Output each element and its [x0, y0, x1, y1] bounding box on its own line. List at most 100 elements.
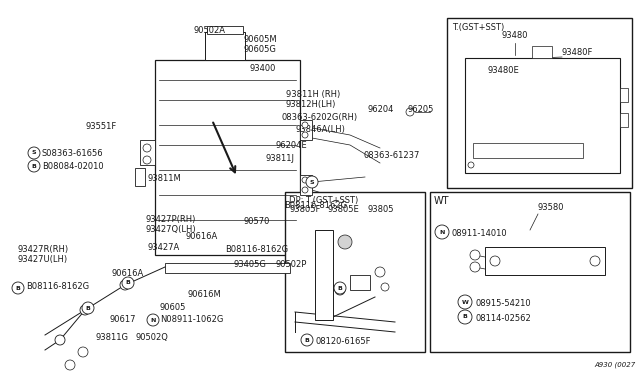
Bar [532, 46, 552, 58]
Text: S: S [32, 151, 36, 155]
Text: 93405G: 93405G [234, 260, 267, 269]
Circle shape [80, 305, 90, 315]
Circle shape [338, 235, 352, 249]
Text: 96204: 96204 [368, 105, 394, 114]
Text: 93811G: 93811G [96, 333, 129, 342]
Circle shape [122, 277, 134, 289]
Circle shape [490, 256, 500, 266]
Circle shape [28, 160, 40, 172]
Text: B08084-02010: B08084-02010 [42, 162, 104, 171]
Circle shape [55, 335, 65, 345]
Circle shape [120, 280, 130, 290]
Text: 93427R(RH): 93427R(RH) [18, 245, 69, 254]
Bar [165, 263, 290, 273]
Text: 93805: 93805 [367, 205, 394, 214]
Text: B08116-8162G: B08116-8162G [26, 282, 89, 291]
Text: W: W [461, 299, 468, 305]
Bar [430, 192, 630, 352]
Text: 90605G: 90605G [243, 45, 276, 54]
Circle shape [12, 282, 24, 294]
Text: B: B [86, 305, 90, 311]
Circle shape [468, 162, 474, 168]
Text: A930 (0027: A930 (0027 [595, 362, 636, 368]
Circle shape [435, 225, 449, 239]
Bar [447, 18, 632, 188]
Text: 93427Q(LH): 93427Q(LH) [146, 225, 196, 234]
Text: 93480E: 93480E [488, 66, 520, 75]
Text: B08116-8162G: B08116-8162G [284, 201, 347, 210]
Circle shape [302, 122, 308, 128]
Bar [135, 168, 145, 186]
Circle shape [470, 250, 480, 260]
Text: 93427A: 93427A [147, 243, 179, 252]
Circle shape [335, 285, 345, 295]
Circle shape [78, 347, 88, 357]
Text: 90502Q: 90502Q [136, 333, 169, 342]
Circle shape [406, 108, 414, 116]
Text: 90502P: 90502P [276, 260, 307, 269]
Text: 93805E: 93805E [327, 205, 359, 214]
Bar [140, 140, 155, 165]
Circle shape [375, 267, 385, 277]
Text: 93480F: 93480F [562, 48, 593, 57]
Bar [315, 230, 333, 320]
Text: 93811H (RH): 93811H (RH) [286, 90, 340, 99]
Text: N08911-1062G: N08911-1062G [160, 315, 223, 324]
Text: 08120-6165F: 08120-6165F [315, 337, 371, 346]
Text: 96204E: 96204E [276, 141, 308, 150]
Text: 90616A: 90616A [112, 269, 144, 278]
Bar [473, 143, 583, 158]
Circle shape [381, 283, 389, 291]
Circle shape [334, 282, 346, 294]
Text: B: B [15, 285, 20, 291]
Text: 90617: 90617 [110, 315, 136, 324]
Bar [300, 175, 312, 195]
Text: B08116-8162G: B08116-8162G [225, 245, 288, 254]
Circle shape [302, 177, 308, 183]
Bar [350, 275, 370, 290]
Text: 90616A: 90616A [185, 232, 217, 241]
Text: S08363-61656: S08363-61656 [42, 149, 104, 158]
Circle shape [28, 147, 40, 159]
Circle shape [143, 156, 151, 164]
Circle shape [302, 132, 308, 138]
Text: 90502A: 90502A [193, 26, 225, 35]
Text: 96205: 96205 [407, 105, 433, 114]
Bar [205, 32, 245, 60]
Text: 08363-6202G(RH): 08363-6202G(RH) [282, 113, 358, 122]
Text: 93427U(LH): 93427U(LH) [18, 255, 68, 264]
Circle shape [590, 256, 600, 266]
Text: 93811J: 93811J [266, 154, 295, 163]
Circle shape [470, 262, 480, 272]
Circle shape [143, 144, 151, 152]
Text: B: B [305, 337, 309, 343]
Bar [465, 58, 620, 173]
Text: 93580: 93580 [538, 203, 564, 212]
Text: DP: T.(GST+SST): DP: T.(GST+SST) [289, 196, 358, 205]
Circle shape [82, 302, 94, 314]
Text: 93846A(LH): 93846A(LH) [296, 125, 346, 134]
Text: N: N [439, 230, 445, 234]
Text: 93805F: 93805F [289, 205, 321, 214]
Text: 90570: 90570 [244, 217, 270, 226]
Text: 90605: 90605 [160, 303, 186, 312]
Text: N: N [150, 317, 156, 323]
Text: 90605M: 90605M [243, 35, 276, 44]
Bar [485, 247, 605, 275]
Text: 90616M: 90616M [188, 290, 221, 299]
Text: B: B [125, 280, 131, 285]
Text: S: S [310, 180, 314, 185]
Circle shape [458, 310, 472, 324]
Circle shape [306, 176, 318, 188]
Circle shape [65, 360, 75, 370]
Bar [155, 60, 300, 255]
Circle shape [147, 314, 159, 326]
Circle shape [458, 295, 472, 309]
Bar [620, 88, 628, 102]
Text: NISSAN: NISSAN [477, 145, 498, 150]
Text: 08915-54210: 08915-54210 [475, 299, 531, 308]
Text: 93400: 93400 [250, 64, 276, 73]
Text: T.(GST+SST): T.(GST+SST) [452, 23, 504, 32]
Circle shape [302, 187, 308, 193]
Text: 93811M: 93811M [148, 174, 182, 183]
